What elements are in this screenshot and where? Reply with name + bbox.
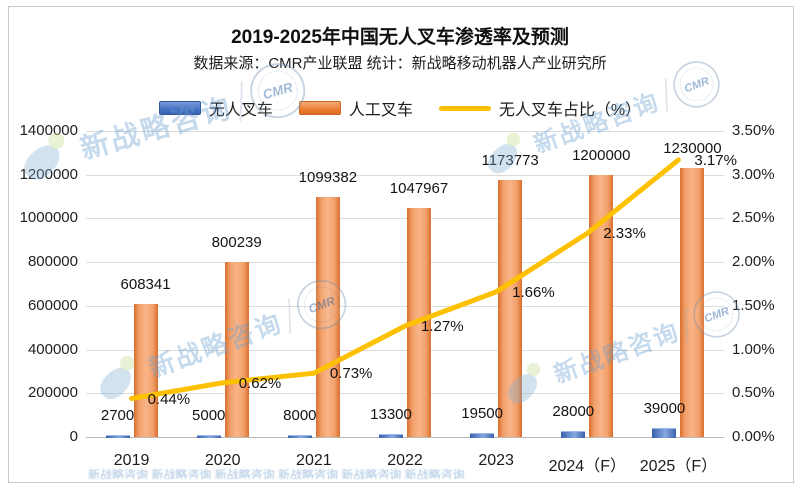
gridline xyxy=(86,262,724,264)
legend-item-penetration-rate: 无人叉车占比（%） xyxy=(438,96,642,120)
bar-value-label-manual: 1047967 xyxy=(389,180,449,197)
x-axis-label: 2023 xyxy=(478,452,514,469)
chart-subtitle: 数据来源：CMR产业联盟 统计：新战略移动机器人产业研究所 xyxy=(193,55,607,72)
line-point-label: 0.73% xyxy=(329,365,373,383)
bar-value-label-unmanned: 28000 xyxy=(552,403,595,420)
legend-label: 人工叉车 xyxy=(348,102,413,119)
y2-axis-tick-label: 3.50% xyxy=(732,122,775,139)
chart-border xyxy=(8,6,794,483)
bar-unmanned-forklift xyxy=(105,435,130,438)
gridline xyxy=(86,305,724,307)
y-axis-tick-label: 600000 xyxy=(27,296,78,314)
bar-unmanned-forklift xyxy=(561,431,586,438)
blue-bar-swatch-icon xyxy=(158,101,201,115)
y2-axis-tick-label: 1.50% xyxy=(732,296,775,314)
bar-manual-forklift xyxy=(315,197,340,437)
line-point-label: 0.62% xyxy=(238,374,282,392)
y-axis-tick-label: 800000 xyxy=(27,253,78,271)
bar-unmanned-forklift xyxy=(196,435,221,438)
line-point-label: 3.17% xyxy=(694,151,737,169)
chart-title: 2019-2025年中国无人叉车渗透率及预测 xyxy=(231,27,569,48)
line-point-label: 2.33% xyxy=(603,225,646,243)
bar-unmanned-forklift xyxy=(470,433,495,438)
bar-value-label-manual: 1200000 xyxy=(572,147,631,164)
line-point-label: 1.66% xyxy=(512,283,555,301)
gridline xyxy=(86,131,724,132)
x-axis-label: 2024（F） xyxy=(548,458,626,475)
line-point-label: 0.44% xyxy=(147,390,191,408)
bar-unmanned-forklift xyxy=(287,435,312,438)
bar-unmanned-forklift xyxy=(379,434,403,438)
bar-manual-forklift xyxy=(680,168,705,437)
bar-value-label-manual: 800239 xyxy=(211,234,262,251)
x-axis-label: 2019 xyxy=(113,452,150,469)
legend-item-unmanned-forklift: 无人叉车 xyxy=(158,96,273,120)
gridline xyxy=(86,349,724,351)
gridline xyxy=(86,218,724,220)
bar-manual-forklift xyxy=(589,175,614,437)
bar-value-label-unmanned: 2700 xyxy=(100,407,135,424)
x-axis-label: 2021 xyxy=(296,452,332,469)
x-axis-label: 2025（F） xyxy=(639,458,718,475)
y2-axis-tick-label: 1.00% xyxy=(732,340,775,358)
y2-axis-tick-label: 2.00% xyxy=(732,253,775,271)
x-axis-label: 2022 xyxy=(387,452,423,469)
y2-axis-tick-label: 0.00% xyxy=(732,428,775,445)
bar-value-label-unmanned: 19500 xyxy=(461,405,503,422)
bar-value-label-unmanned: 39000 xyxy=(643,400,686,417)
bar-value-label-manual: 1230000 xyxy=(663,140,722,157)
y2-axis-tick-label: 2.50% xyxy=(732,209,775,227)
y-axis-tick-label: 400000 xyxy=(27,340,78,358)
y2-axis-tick-label: 0.50% xyxy=(732,384,775,402)
legend-label: 无人叉车 xyxy=(208,102,273,119)
y2-axis-tick-label: 3.00% xyxy=(732,165,775,183)
bar-value-label-manual: 608341 xyxy=(120,276,171,293)
bar-manual-forklift xyxy=(498,180,523,437)
x-axis-label: 2020 xyxy=(204,452,241,469)
y-axis-tick-label: 1000000 xyxy=(19,209,78,227)
bar-value-label-unmanned: 5000 xyxy=(192,407,226,424)
y-axis-tick-label: 1400000 xyxy=(19,122,78,139)
legend: 无人叉车 人工叉车 无人叉车占比（%） xyxy=(0,96,800,120)
yellow-line-swatch-icon xyxy=(438,105,491,111)
gridline xyxy=(86,437,724,438)
bar-value-label-unmanned: 8000 xyxy=(283,407,317,424)
bar-value-label-manual: 1099382 xyxy=(298,169,358,186)
legend-item-manual-forklift: 人工叉车 xyxy=(298,96,413,120)
orange-bar-swatch-icon xyxy=(298,101,341,115)
bar-value-label-manual: 1173773 xyxy=(481,152,539,169)
y-axis-tick-label: 1200000 xyxy=(19,165,78,183)
gridline xyxy=(86,174,724,176)
y-axis-tick-label: 200000 xyxy=(27,384,78,402)
legend-label: 无人叉车占比（%） xyxy=(498,102,642,119)
bar-unmanned-forklift xyxy=(652,428,677,438)
bar-value-label-unmanned: 13300 xyxy=(370,406,412,423)
y-axis-tick-label: 0 xyxy=(69,428,78,445)
line-point-label: 1.27% xyxy=(421,317,464,335)
